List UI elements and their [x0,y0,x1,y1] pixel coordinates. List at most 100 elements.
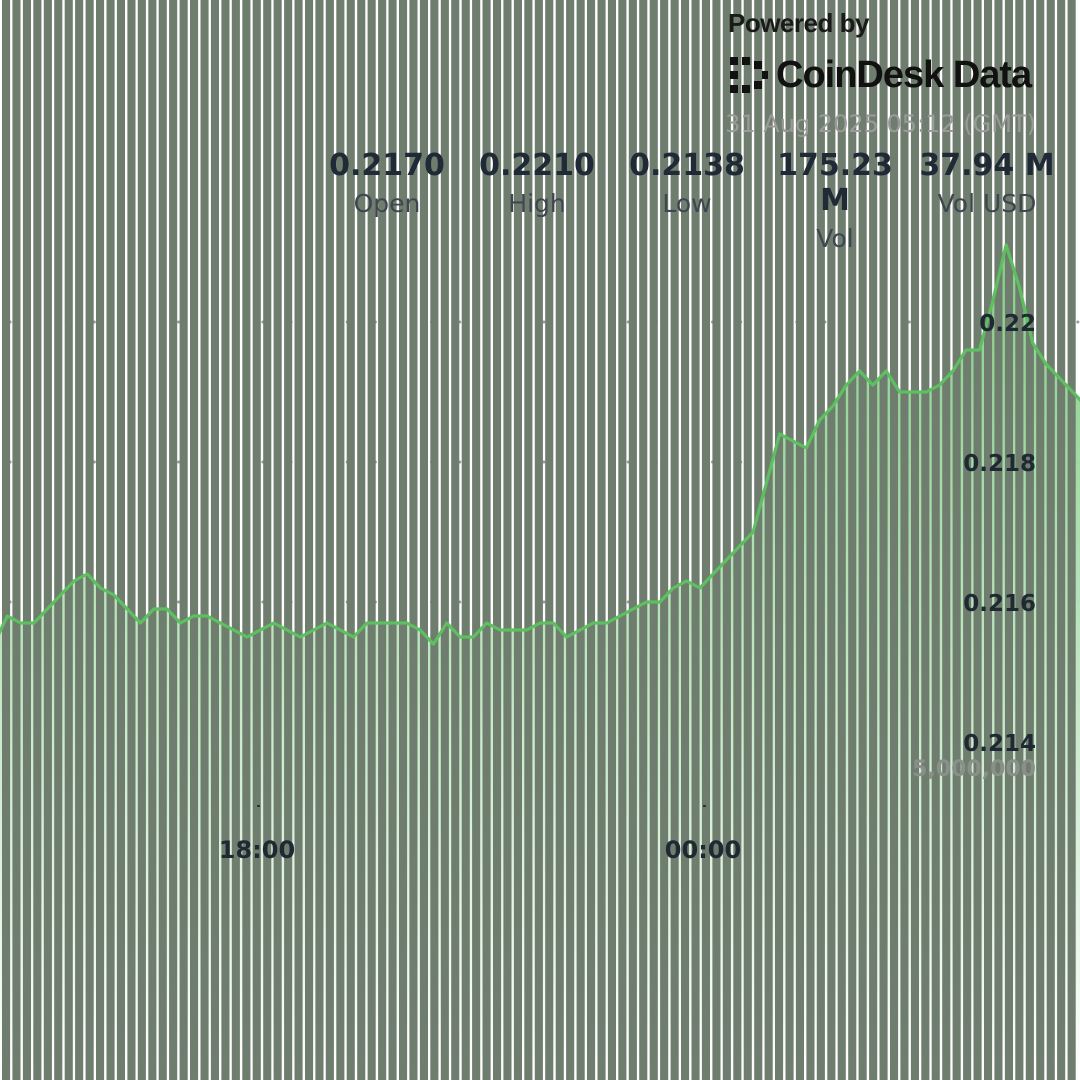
volume-bar [952,0,961,1080]
volume-bar [273,0,282,1080]
volume-bar [284,0,293,1080]
volume-bar [733,0,742,1080]
stat-vol-label: Vol [816,224,854,253]
volume-bar [200,0,209,1080]
stat-open-label: Open [353,189,421,218]
volume-bar [64,0,73,1080]
volume-bar [722,0,731,1080]
powered-by-label: Powered by [728,8,869,38]
stat-vol-value: 175.23 M [777,148,893,218]
volume-bar [931,0,940,1080]
y-axis-ticks: 0.214 0.216 0.218 0.22 [963,311,1036,757]
volume-bar [378,0,387,1080]
volume-bar [22,0,31,1080]
volume-bar [54,0,63,1080]
volume-bar [242,0,251,1080]
volume-bar [858,0,867,1080]
volume-bar [315,0,324,1080]
volume-bar [190,0,199,1080]
volume-bar [1036,0,1045,1080]
brand-logo-link[interactable]: CoinDesk Data [726,50,1032,100]
volume-bar [607,0,616,1080]
volume-bar [263,0,272,1080]
volume-bar [461,0,470,1080]
volume-bar [712,0,721,1080]
volume-bar [576,0,585,1080]
stat-low: 0.2138 Low [612,148,762,218]
volume-bar [252,0,261,1080]
volume-bar [169,0,178,1080]
volume-bar [472,0,481,1080]
volume-bar [85,0,94,1080]
volume-bar [179,0,188,1080]
x-tick-label: 00:00 [665,836,741,864]
stat-vol: 175.23 M Vol [760,148,910,253]
volume-bar [210,0,219,1080]
volume-bar [305,0,314,1080]
volume-bar [346,0,355,1080]
volume-bar [984,0,993,1080]
volume-bar [137,0,146,1080]
x-axis-ticks: 18:00 00:00 [219,805,741,864]
volume-bar [775,0,784,1080]
volume-bar [785,0,794,1080]
timestamp: 31 Aug 2025 05:12 (GMT) [725,110,1036,138]
volume-bar [764,0,773,1080]
stat-high-label: High [508,189,566,218]
stat-open: 0.2170 Open [312,148,462,218]
stat-low-label: Low [662,189,712,218]
volume-bar [795,0,804,1080]
volume-bar [336,0,345,1080]
volume-bar [367,0,376,1080]
volume-bar [639,0,648,1080]
stat-high: 0.2210 High [462,148,612,218]
y-tick-label: 0.218 [963,451,1036,477]
volume-bar [869,0,878,1080]
volume-bar [148,0,157,1080]
coindesk-logo-icon [730,57,768,93]
volume-bar [451,0,460,1080]
volume-bar [848,0,857,1080]
volume-bar [681,0,690,1080]
volume-bar [597,0,606,1080]
volume-bar [1057,0,1066,1080]
volume-bar [691,0,700,1080]
volume-bar [43,0,52,1080]
volume-bar [1015,0,1024,1080]
volume-bar [1046,0,1055,1080]
volume-bar [430,0,439,1080]
brand-name: CoinDesk Data [776,53,1032,96]
volume-bar [754,0,763,1080]
volume-bar [1067,0,1076,1080]
volume-bar [399,0,408,1080]
volume-bar [587,0,596,1080]
volume-bar [493,0,502,1080]
volume-bar [482,0,491,1080]
volume-bar [649,0,658,1080]
volume-bar [388,0,397,1080]
volume-bar [116,0,125,1080]
volume-axis-label: 5,000,000 [912,757,1036,782]
volume-bar [12,0,21,1080]
volume-bar [325,0,334,1080]
stat-vol-usd-value: 37.94 M [919,148,1055,183]
volume-bar [106,0,115,1080]
volume-bar [743,0,752,1080]
volume-bar [440,0,449,1080]
volume-bar [994,0,1003,1080]
volume-bar [221,0,230,1080]
volume-bar [963,0,972,1080]
volume-bar [670,0,679,1080]
volume-bar [566,0,575,1080]
volume-bar [75,0,84,1080]
volume-bar [628,0,637,1080]
volume-bar [837,0,846,1080]
volume-bar [555,0,564,1080]
stat-high-value: 0.2210 [479,148,595,183]
volume-bar [890,0,899,1080]
x-tick-label: 18:00 [219,836,295,864]
volume-bar [357,0,366,1080]
volume-bar [534,0,543,1080]
